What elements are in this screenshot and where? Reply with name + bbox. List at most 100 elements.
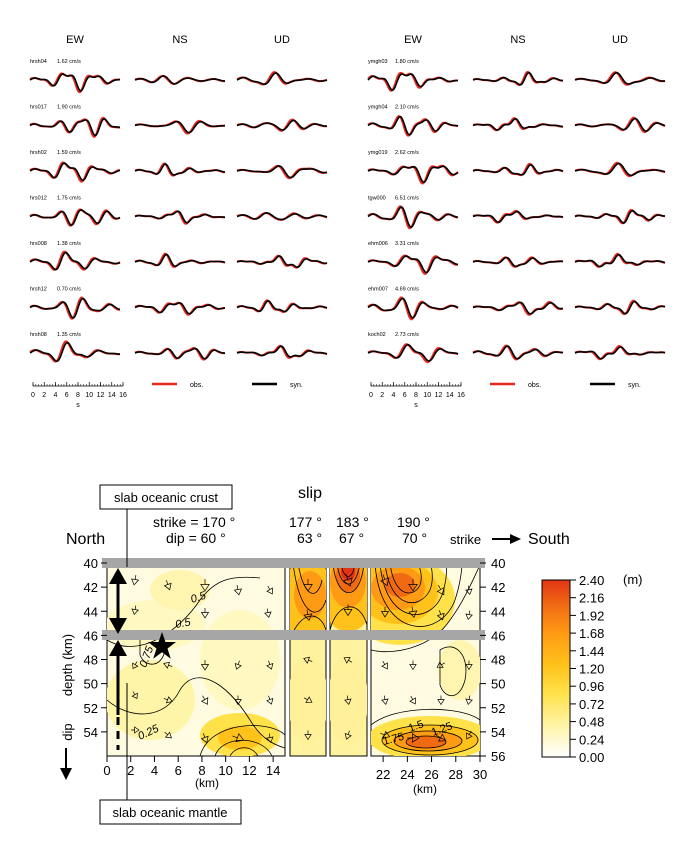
colorbar-tick-label: 1.68: [579, 626, 604, 641]
segment-3-strike: 183 °: [336, 514, 369, 530]
station-amplitude: 1.80 cm/s: [395, 59, 419, 65]
slip-vector-arrow: [408, 606, 418, 619]
depth-tick-label: 40: [491, 556, 505, 571]
syn-trace: [472, 71, 564, 86]
syn-trace: [574, 346, 666, 360]
depth-tick-label: 56: [491, 749, 505, 764]
depth-46-bar: [102, 630, 485, 640]
station-name: ymgh03: [368, 59, 388, 65]
slip-vector-arrow: [266, 660, 274, 670]
colorbar-tick-label: 1.44: [579, 644, 604, 659]
segment-2-slip: [290, 563, 326, 745]
colorbar-tick-label: 2.16: [579, 591, 604, 606]
slip-vector-arrow: [234, 660, 242, 670]
syn-trace: [574, 253, 666, 268]
syn-trace: [367, 255, 459, 274]
depth-tick-label: 54: [491, 725, 505, 740]
syn-trace: [472, 210, 564, 224]
segment-4-strike: 190 °: [397, 514, 430, 530]
syn-trace: [367, 73, 458, 91]
syn-trace: [29, 209, 121, 226]
crust-thickness-arrow: [109, 568, 127, 634]
syn-trace: [472, 256, 563, 268]
syn-trace: [29, 341, 120, 363]
syn-trace: [29, 251, 121, 271]
syn-trace: [367, 343, 459, 362]
slip-vector-arrow: [200, 608, 210, 619]
station-name: hrsh12: [30, 287, 47, 293]
x-tick-label: 22: [376, 767, 390, 782]
depth-tick-label: 46: [84, 628, 98, 643]
time-axis-tick-label: 14: [108, 392, 116, 399]
x-tick-label: 26: [424, 767, 438, 782]
depth-axis-right: 40 42 44 46 48 50 52 54 56: [480, 556, 505, 764]
time-axis-unit: s: [76, 402, 80, 409]
syn-trace: [134, 302, 226, 315]
syn-trace: [236, 212, 328, 221]
station-amplitude: 1.35 cm/s: [57, 332, 81, 338]
dip-arrowhead: [60, 768, 72, 780]
slip-map: 0.5 0.5 0.75 0.25 1.75 1.5 1.25 slip str…: [60, 484, 643, 825]
strike-label: strike: [450, 532, 481, 547]
segment-2-strike: 177 °: [289, 514, 322, 530]
station-amplitude: 3.31 cm/s: [395, 241, 419, 247]
depth-tick-label: 54: [84, 725, 98, 740]
station-amplitude: 2.62 cm/s: [395, 150, 419, 156]
syn-trace: [29, 162, 121, 182]
time-axis-tick-label: 8: [414, 392, 418, 399]
depth-tick-label: 40: [84, 556, 98, 571]
syn-trace: [574, 210, 666, 224]
obs-trace: [134, 252, 226, 269]
legend-syn-label: syn.: [290, 382, 303, 389]
upper-label: slab oceanic crust: [114, 490, 218, 505]
x-unit-left: (km): [195, 776, 219, 790]
obs-trace: [574, 116, 666, 134]
slip-vector-arrow: [200, 579, 210, 592]
segment-4-dip: 70 °: [402, 530, 427, 546]
slip-vector-arrow: [200, 695, 209, 705]
time-axis-tick-label: 8: [76, 392, 80, 399]
station-amplitude: 6.51 cm/s: [395, 196, 419, 202]
legend-obs-label: obs.: [190, 382, 203, 389]
slip-vector-arrow: [163, 580, 172, 591]
x-tick-label: 14: [266, 763, 280, 778]
time-axis-tick-label: 10: [423, 392, 431, 399]
x-tick-label: 0: [103, 763, 110, 778]
time-axis-tick-label: 14: [446, 392, 454, 399]
x-axis-left: 0 2 4 6 8 10 12 14: [103, 756, 280, 778]
slip-vector-arrow: [163, 696, 173, 704]
station-name: hrsh02: [30, 150, 47, 156]
slip-vector-arrow: [380, 607, 390, 618]
slip-vector-arrow: [342, 573, 353, 587]
slip-vector-arrow: [304, 730, 312, 741]
slip-vector-arrow: [344, 730, 352, 740]
x-tick-label: 24: [400, 767, 414, 782]
obs-trace: [29, 161, 121, 183]
slip-vector-arrow: [343, 604, 353, 617]
syn-trace: [236, 165, 328, 179]
slip-vector-arrow: [409, 660, 417, 671]
depth-tick-label: 50: [84, 677, 98, 692]
syn-trace: [29, 297, 121, 319]
slip-vector-arrow: [266, 695, 274, 705]
slip-vector-arrow: [266, 733, 274, 744]
contour-label: 1.75: [382, 731, 406, 748]
upper-label-box: [99, 484, 233, 510]
time-axis-tick-label: 4: [392, 392, 396, 399]
component-header: NS: [510, 34, 525, 46]
time-axis-tick-label: 0: [31, 392, 35, 399]
syn-trace: [472, 118, 564, 131]
obs-trace: [367, 254, 459, 275]
colorbar-tick-label: 0.48: [579, 715, 604, 730]
strike-arrowhead: [510, 534, 521, 544]
syn-trace: [367, 115, 459, 136]
depth-tick-label: 44: [84, 604, 98, 619]
x-tick-label: 10: [218, 763, 232, 778]
hypocenter-star: [148, 632, 176, 659]
obs-trace: [29, 340, 120, 363]
syn-trace: [574, 71, 666, 85]
slip-vector-arrow: [303, 696, 313, 703]
colorbar-tick-label: 0.24: [579, 732, 604, 747]
slip-vector-arrow: [132, 661, 139, 670]
time-axis-unit: s: [414, 402, 418, 409]
